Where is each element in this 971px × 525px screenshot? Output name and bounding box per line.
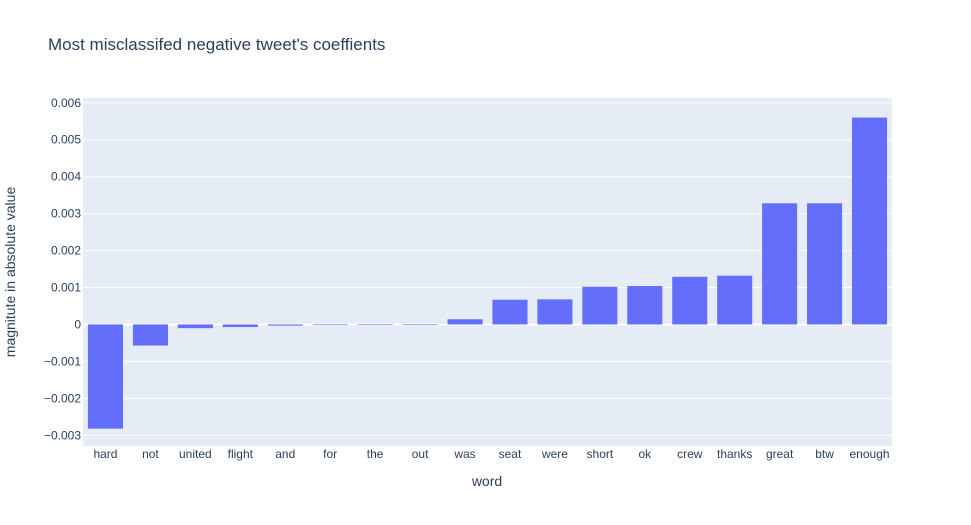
- bar-crew: [672, 276, 708, 325]
- x-tick-label: seat: [499, 447, 522, 461]
- x-tick-label: hard: [93, 447, 117, 461]
- bar-ok: [627, 286, 663, 325]
- x-tick-label: were: [541, 447, 568, 461]
- y-axis-title: magnitute in absolute value: [2, 187, 18, 358]
- bar-for: [312, 324, 348, 326]
- x-tick-labels: hard not united flight and for the out was seat we…: [93, 447, 889, 461]
- y-tick-label: −0.002: [44, 391, 81, 405]
- bar-and: [267, 324, 303, 326]
- y-tick-label: 0.001: [51, 281, 81, 295]
- y-tick-label: 0.003: [51, 207, 81, 221]
- x-tick-label: and: [275, 447, 295, 461]
- y-tick-label: 0.006: [51, 96, 81, 110]
- x-tick-label: enough: [850, 447, 890, 461]
- bar-out: [402, 324, 438, 326]
- y-tick-label: 0: [74, 317, 81, 331]
- y-tick-label: −0.001: [44, 354, 81, 368]
- y-tick-label: 0.004: [51, 170, 81, 184]
- bar-thanks: [717, 275, 753, 325]
- y-tick-label: 0.005: [51, 133, 81, 147]
- y-tick-label: 0.002: [51, 244, 81, 258]
- x-tick-label: out: [412, 447, 429, 461]
- x-tick-label: short: [587, 447, 614, 461]
- bars: [87, 117, 888, 429]
- bar-btw: [807, 203, 843, 325]
- x-tick-label: flight: [228, 447, 254, 461]
- bar-united: [177, 324, 213, 329]
- x-tick-label: thanks: [717, 447, 752, 461]
- chart-title: Most misclassifed negative tweet's coeff…: [48, 35, 385, 54]
- x-tick-label: ok: [638, 447, 652, 461]
- bar-great: [762, 203, 798, 325]
- x-tick-label: crew: [677, 447, 703, 461]
- bar-were: [537, 299, 573, 325]
- x-tick-label: was: [453, 447, 475, 461]
- x-tick-label: the: [367, 447, 384, 461]
- bar-flight: [222, 324, 258, 328]
- y-tick-label: −0.003: [44, 428, 81, 442]
- y-tick-labels: −0.003 −0.002 −0.001 0 0.001 0.002 0.003 0.004 0…: [44, 96, 81, 442]
- x-tick-label: for: [323, 447, 337, 461]
- x-tick-label: btw: [815, 447, 834, 461]
- bar-not: [132, 324, 168, 346]
- x-tick-label: great: [766, 447, 794, 461]
- x-tick-label: not: [142, 447, 159, 461]
- bar-the: [357, 324, 393, 326]
- bar-seat: [492, 299, 528, 325]
- bar-enough: [851, 117, 888, 325]
- x-tick-label: united: [179, 447, 212, 461]
- plot-area: [83, 98, 892, 446]
- gridlines: [83, 102, 892, 436]
- bar-short: [582, 286, 618, 325]
- bar-was: [447, 319, 483, 325]
- x-axis-title: word: [471, 473, 502, 489]
- bar-hard: [87, 324, 124, 429]
